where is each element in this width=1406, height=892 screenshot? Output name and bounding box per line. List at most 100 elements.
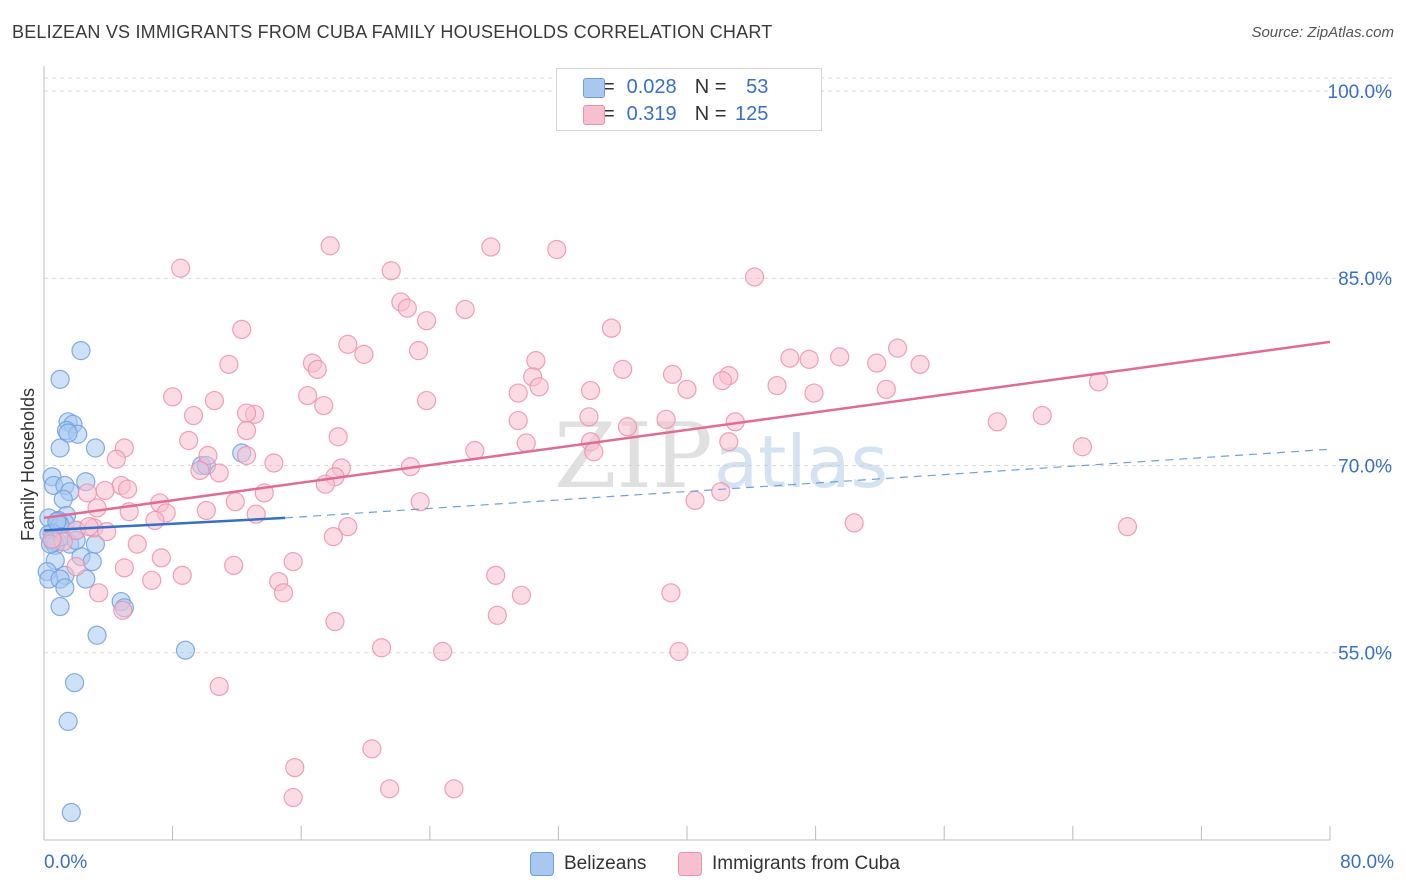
scatter-point: [744, 267, 765, 287]
scatter-point: [381, 261, 401, 281]
stats-box: R = 0.028 N = 53 R = 0.319 N = 125: [556, 68, 822, 131]
scatter-point: [830, 347, 850, 367]
scatter-point: [61, 802, 81, 823]
stats-r-value: 0.028: [626, 75, 677, 98]
scatter-point: [584, 442, 604, 462]
scatter-point: [71, 341, 91, 361]
scatter-point: [328, 427, 348, 447]
scatter-point: [844, 513, 864, 533]
scatter-point: [113, 600, 133, 620]
scatter-point: [145, 510, 165, 531]
scatter-point: [511, 585, 532, 605]
scatter-point: [656, 409, 676, 429]
stats-n-value: 53: [746, 75, 769, 98]
legend-swatch-belizeans: [530, 852, 554, 876]
scatter-point: [89, 583, 109, 603]
scatter-point: [273, 583, 294, 603]
scatter-point: [151, 548, 171, 568]
scatter-point: [224, 555, 244, 575]
scatter-point: [142, 570, 162, 590]
scatter-point: [354, 344, 374, 364]
scatter-point: [50, 369, 70, 389]
scatter-point: [1072, 437, 1093, 457]
scatter-point: [171, 258, 191, 278]
scatter-point: [106, 449, 126, 469]
scatter-point: [320, 236, 340, 256]
scatter-point: [486, 565, 506, 585]
legend: Belizeans Immigrants from Cuba: [0, 852, 1406, 878]
y-tick-label: 100.0%: [1328, 82, 1393, 103]
scatter-point: [236, 403, 257, 423]
scatter-point: [85, 438, 106, 458]
scatter-point: [526, 351, 546, 371]
scatter-point: [50, 438, 70, 458]
scatter-point: [338, 334, 358, 354]
scatter-point: [117, 479, 138, 499]
watermark-atlas: atlas: [714, 420, 888, 504]
trend-line-belizeans-extended: [285, 448, 1331, 519]
scatter-point: [236, 445, 257, 466]
scatter-point: [867, 353, 887, 373]
axes: [43, 66, 1331, 841]
scatter-point: [579, 407, 599, 427]
scatter-point: [87, 498, 107, 518]
scatter-point: [617, 417, 638, 437]
x-tick-label-max: 80.0%: [1340, 852, 1394, 873]
scatter-point: [232, 319, 252, 340]
trend-line-belizeans: [43, 516, 286, 532]
legend-swatch-cuba: [678, 852, 702, 876]
stats-swatch-cuba: [583, 105, 605, 125]
legend-item-cuba[interactable]: Immigrants from Cuba: [678, 852, 900, 876]
scatter-point: [601, 318, 622, 338]
y-tick-label: 85.0%: [1338, 269, 1392, 290]
scatter-point: [307, 359, 327, 379]
scatter-point: [172, 565, 192, 585]
scatter-point: [314, 395, 334, 416]
scatter-point: [580, 380, 601, 401]
scatter-point: [481, 237, 501, 257]
scatter-point: [1117, 517, 1138, 537]
scatter-point: [87, 625, 107, 645]
scatter-point: [204, 390, 224, 411]
legend-label-cuba: Immigrants from Cuba: [712, 853, 900, 874]
scatter-point: [114, 558, 134, 578]
stats-n-label: N =: [694, 102, 727, 125]
scatter-point: [225, 492, 245, 512]
scatter-point: [95, 480, 115, 501]
scatter-point: [662, 364, 683, 384]
scatter-point: [767, 375, 787, 396]
scatter-point: [42, 529, 62, 549]
scatter-point: [487, 605, 507, 625]
series-cuba: [42, 236, 1138, 808]
y-axis-label: Family Households: [18, 387, 38, 541]
scatter-point: [780, 348, 800, 368]
scatter-point: [298, 385, 318, 406]
stats-r-value: 0.319: [626, 102, 677, 125]
scatter-point: [910, 354, 930, 374]
scatter-point: [685, 490, 705, 511]
legend-label-belizeans: Belizeans: [564, 853, 647, 874]
scatter-point: [408, 341, 429, 361]
scatter-point: [264, 453, 284, 473]
scatter-point: [371, 638, 392, 658]
x-tick-label-min: 0.0%: [44, 852, 88, 873]
scatter-point: [465, 440, 485, 461]
stats-row-belizeans: R = 0.028 N = 53: [583, 74, 768, 100]
scatter-point: [285, 757, 305, 778]
scatter-point: [362, 739, 382, 759]
scatter-point: [719, 432, 739, 452]
scatter-point: [179, 430, 199, 451]
scatter-point: [804, 383, 824, 403]
scatter-point: [127, 534, 147, 554]
legend-item-belizeans[interactable]: Belizeans: [530, 852, 646, 876]
scatter-point: [55, 578, 75, 598]
scatter-point: [338, 517, 358, 537]
scatter-point: [58, 423, 78, 443]
scatter-point: [887, 338, 908, 358]
scatter-point: [508, 383, 528, 403]
watermark: ZIP atlas: [554, 404, 888, 509]
scatter-point: [66, 557, 86, 577]
scatter-point: [416, 311, 437, 331]
scatter-point: [516, 433, 536, 453]
